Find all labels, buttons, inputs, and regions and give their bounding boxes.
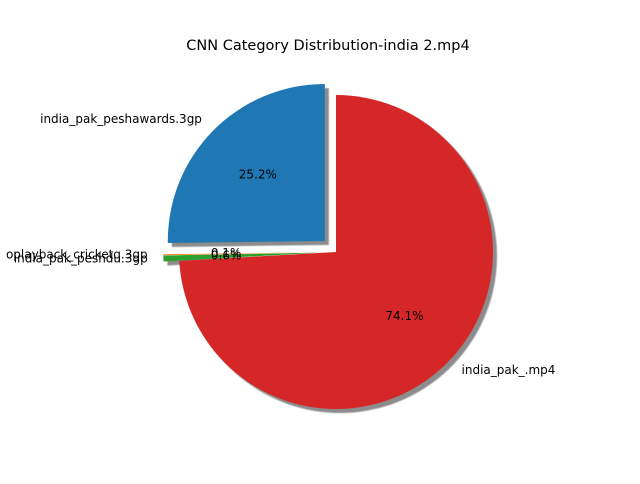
pie-slice-oplayback-cricketq-3gp: [163, 252, 321, 256]
chart-title: CNN Category Distribution-india 2.mp4: [186, 38, 469, 54]
slice-pct-india-pak-peshawards-3gp: 25.2%: [239, 167, 277, 181]
pie-labels: india_pak_peshawards.3gp 25.2% oplayback_c…: [6, 112, 555, 377]
pie-slice-india-pak-peshdu-3gp: [163, 252, 321, 262]
slice-label-india-pak-peshawards-3gp: india_pak_peshawards.3gp: [40, 112, 202, 126]
slice-label-india-pak-peshdu-3gp: india_pak_peshdu.3gp: [14, 252, 148, 266]
slice-pct-india-pak-peshdu-3gp: 0.6%: [211, 249, 242, 263]
slice-label-india-pak-mp4: india_pak_.mp4: [462, 363, 556, 377]
slice-label-oplayback-cricketq-3gp: oplayback_cricketq.3gp: [6, 247, 148, 261]
pie-slices: [163, 83, 493, 409]
pie-slice-india-pak-peshawards-3gp: [167, 83, 325, 243]
slice-pct-oplayback-cricketq-3gp: 0.1%: [211, 246, 242, 260]
pie-slice-india-pak-mp4: [179, 95, 493, 409]
slice-pct-india-pak-mp4: 74.1%: [385, 309, 423, 323]
